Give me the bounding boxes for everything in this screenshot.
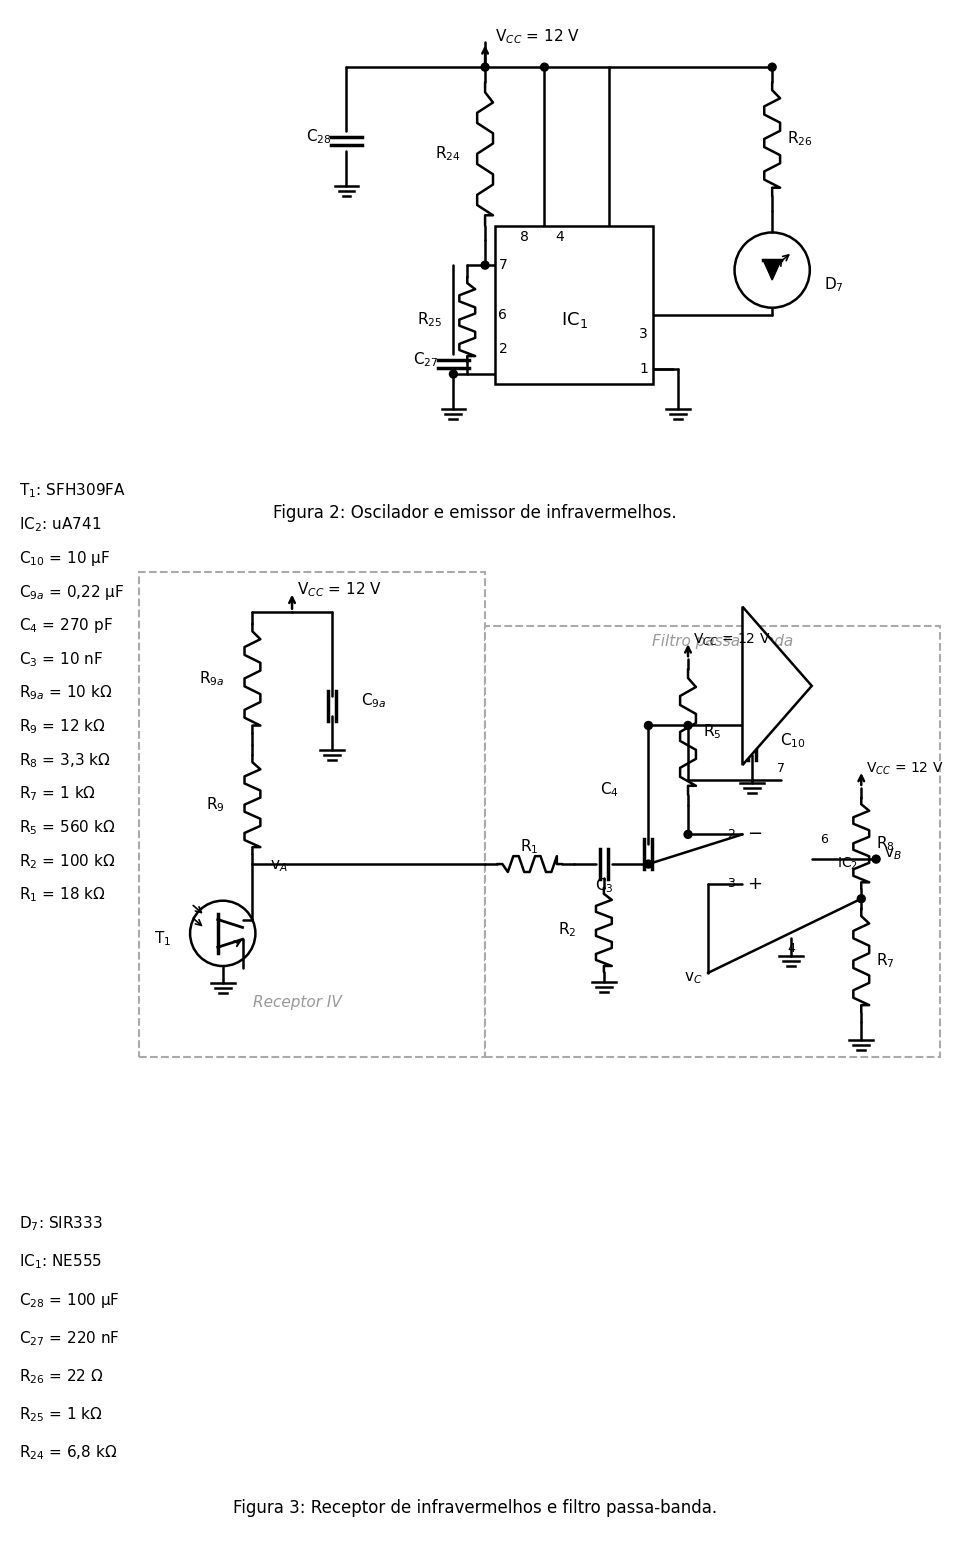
Text: Figura 3: Receptor de infravermelhos e filtro passa-banda.: Figura 3: Receptor de infravermelhos e f…	[233, 1499, 717, 1517]
Text: C$_3$ = 10 nF: C$_3$ = 10 nF	[19, 650, 104, 669]
Text: Filtro passa-banda: Filtro passa-banda	[652, 633, 793, 649]
Text: v$_C$: v$_C$	[684, 970, 703, 986]
Bar	[495, 226, 654, 385]
Text: C$_3$: C$_3$	[594, 876, 613, 895]
Text: R$_9$ = 12 kΩ: R$_9$ = 12 kΩ	[19, 717, 106, 735]
Text: IC$_1$: IC$_1$	[561, 309, 588, 329]
Text: R$_5$: R$_5$	[703, 723, 721, 742]
Text: 1: 1	[639, 362, 648, 375]
Text: +: +	[747, 874, 762, 893]
Text: R$_{9a}$: R$_{9a}$	[200, 669, 225, 688]
Text: R$_{25}$ = 1 kΩ: R$_{25}$ = 1 kΩ	[19, 1406, 103, 1424]
Text: C$_{28}$: C$_{28}$	[306, 127, 331, 145]
Circle shape	[684, 722, 692, 729]
Text: C$_4$: C$_4$	[600, 780, 619, 799]
Text: C$_{9a}$: C$_{9a}$	[361, 691, 387, 711]
Text: V$_{CC}$ = 12 V: V$_{CC}$ = 12 V	[495, 28, 580, 46]
Text: 7: 7	[777, 762, 784, 774]
Circle shape	[644, 861, 653, 868]
Text: R$_{24}$: R$_{24}$	[435, 144, 461, 164]
Text: C$_{10}$ = 10 μF: C$_{10}$ = 10 μF	[19, 548, 110, 569]
Text: C$_{9a}$ = 0,22 μF: C$_{9a}$ = 0,22 μF	[19, 582, 125, 601]
Text: R$_7$: R$_7$	[876, 952, 895, 970]
Text: 6: 6	[498, 307, 507, 321]
Text: 3: 3	[639, 328, 648, 341]
Text: R$_{26}$ = 22 Ω: R$_{26}$ = 22 Ω	[19, 1367, 104, 1386]
Text: 6: 6	[820, 833, 828, 845]
Text: C$_{27}$ = 220 nF: C$_{27}$ = 220 nF	[19, 1329, 120, 1347]
Circle shape	[684, 830, 692, 839]
Text: V$_{CC}$ = 12 V: V$_{CC}$ = 12 V	[693, 632, 771, 647]
Text: C$_4$ = 270 pF: C$_4$ = 270 pF	[19, 616, 113, 635]
Text: R$_1$: R$_1$	[520, 837, 539, 856]
Text: v$_B$: v$_B$	[884, 847, 901, 862]
Text: 2: 2	[727, 828, 734, 840]
Text: R$_{9a}$ = 10 kΩ: R$_{9a}$ = 10 kΩ	[19, 683, 112, 703]
Text: R$_8$: R$_8$	[876, 834, 895, 853]
Text: 4: 4	[555, 230, 564, 244]
Text: T$_1$: T$_1$	[154, 929, 171, 947]
Circle shape	[449, 371, 457, 379]
Text: R$_5$ = 560 kΩ: R$_5$ = 560 kΩ	[19, 819, 115, 837]
Text: 2: 2	[498, 343, 507, 357]
Text: R$_2$: R$_2$	[558, 921, 576, 939]
Text: v$_A$: v$_A$	[271, 857, 288, 874]
Text: D$_7$: SIR333: D$_7$: SIR333	[19, 1214, 103, 1233]
Circle shape	[873, 856, 880, 864]
Circle shape	[857, 895, 865, 902]
Text: C$_{27}$: C$_{27}$	[413, 349, 439, 369]
Text: IC$_2$: IC$_2$	[836, 856, 857, 873]
Text: −: −	[747, 825, 762, 844]
Text: V$_{CC}$ = 12 V: V$_{CC}$ = 12 V	[297, 579, 382, 598]
Text: 4: 4	[787, 942, 795, 955]
Circle shape	[481, 261, 489, 269]
Text: V$_{CC}$ = 12 V: V$_{CC}$ = 12 V	[866, 760, 944, 777]
Text: C$_{10}$: C$_{10}$	[780, 731, 805, 749]
Text: 7: 7	[498, 258, 507, 272]
Text: R$_2$ = 100 kΩ: R$_2$ = 100 kΩ	[19, 851, 115, 870]
Text: R$_{25}$: R$_{25}$	[418, 311, 443, 329]
Text: C$_{28}$ = 100 μF: C$_{28}$ = 100 μF	[19, 1290, 120, 1310]
Circle shape	[540, 63, 548, 71]
Text: Receptor IV: Receptor IV	[252, 995, 342, 1010]
Text: R$_1$ = 18 kΩ: R$_1$ = 18 kΩ	[19, 885, 106, 904]
Text: R$_8$ = 3,3 kΩ: R$_8$ = 3,3 kΩ	[19, 751, 110, 769]
Text: R$_{26}$: R$_{26}$	[787, 130, 813, 148]
Circle shape	[481, 63, 489, 71]
Circle shape	[644, 722, 653, 729]
Text: D$_7$: D$_7$	[824, 275, 844, 294]
FancyBboxPatch shape	[485, 626, 941, 1057]
Polygon shape	[763, 260, 781, 280]
Text: T$_1$: SFH309FA: T$_1$: SFH309FA	[19, 482, 126, 501]
FancyBboxPatch shape	[138, 572, 485, 1057]
Text: R$_9$: R$_9$	[206, 796, 225, 814]
Text: 3: 3	[727, 878, 734, 890]
Text: IC$_1$: NE555: IC$_1$: NE555	[19, 1253, 103, 1272]
Polygon shape	[742, 607, 812, 765]
Text: R$_7$ = 1 kΩ: R$_7$ = 1 kΩ	[19, 785, 96, 803]
Circle shape	[768, 63, 776, 71]
Text: Figura 2: Oscilador e emissor de infravermelhos.: Figura 2: Oscilador e emissor de infrave…	[274, 504, 677, 522]
Text: 8: 8	[520, 230, 529, 244]
Text: R$_{24}$ = 6,8 kΩ: R$_{24}$ = 6,8 kΩ	[19, 1443, 117, 1463]
Text: IC$_2$: uA741: IC$_2$: uA741	[19, 516, 102, 535]
